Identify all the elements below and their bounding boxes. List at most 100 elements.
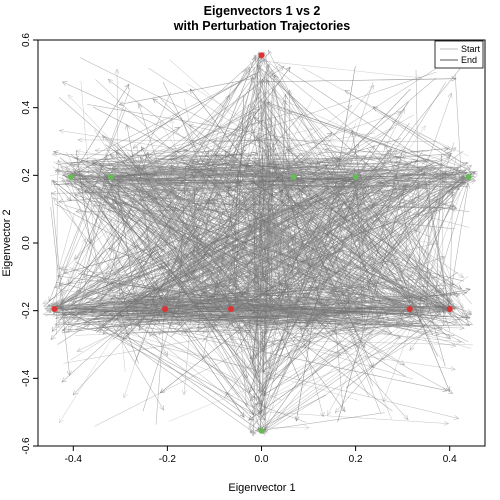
trajectory-arrowhead bbox=[408, 301, 414, 308]
trajectory-line bbox=[90, 150, 429, 175]
trajectory-arrowhead bbox=[262, 383, 268, 390]
trajectory-line bbox=[161, 309, 190, 321]
trajectory-arrowhead bbox=[115, 160, 121, 166]
trajectory-line bbox=[255, 307, 425, 399]
x-axis-label: Eigenvector 1 bbox=[228, 482, 295, 494]
trajectory-line bbox=[269, 166, 354, 183]
trajectory-line bbox=[139, 184, 469, 187]
trajectory-line bbox=[116, 309, 171, 330]
trajectory-line bbox=[136, 190, 256, 324]
trajectory-arrowhead bbox=[452, 320, 459, 326]
trajectory-arrowhead bbox=[271, 88, 277, 94]
trajectory-line bbox=[95, 169, 416, 327]
trajectory-arrowhead bbox=[237, 328, 243, 335]
trajectory-line bbox=[85, 306, 123, 323]
trajectory-arrowhead bbox=[201, 353, 207, 360]
trajectory-arrowhead bbox=[348, 299, 355, 304]
trajectory-line bbox=[147, 195, 455, 230]
chart-title: Eigenvectors 1 vs 2 bbox=[204, 4, 321, 18]
trajectory-line bbox=[62, 127, 262, 176]
trajectory-arrowhead bbox=[462, 162, 468, 167]
trajectory-line bbox=[57, 176, 290, 328]
trajectory-arrowhead bbox=[226, 181, 232, 187]
trajectory-arrowhead bbox=[362, 326, 368, 333]
trajectory-line bbox=[259, 165, 268, 233]
trajectory-arrowhead bbox=[83, 272, 89, 279]
trajectory-arrowhead bbox=[107, 79, 114, 85]
trajectory-arrowhead bbox=[215, 266, 221, 272]
trajectory-line bbox=[276, 319, 358, 421]
trajectory-line bbox=[262, 307, 317, 416]
trajectory-line bbox=[126, 162, 244, 320]
trajectory-arrowhead bbox=[68, 279, 73, 285]
trajectory-arrowhead bbox=[348, 179, 355, 185]
trajectory-arrowhead bbox=[116, 325, 122, 330]
trajectory-arrowhead bbox=[386, 329, 393, 335]
trajectory-arrowhead bbox=[202, 328, 208, 334]
trajectory-line bbox=[293, 288, 444, 378]
trajectory-line bbox=[259, 56, 268, 334]
trajectory-line bbox=[131, 170, 331, 179]
trajectory-line bbox=[366, 147, 398, 179]
trajectory-line bbox=[92, 161, 188, 183]
trajectory-line bbox=[297, 173, 330, 191]
trajectory-arrowhead bbox=[286, 295, 292, 302]
trajectory-arrowhead bbox=[335, 351, 342, 356]
trajectory-arrowhead bbox=[456, 339, 462, 344]
trajectory-arrowhead bbox=[466, 310, 473, 315]
trajectory-line bbox=[187, 203, 313, 207]
trajectory-line bbox=[259, 201, 270, 225]
trajectory-line bbox=[254, 160, 402, 312]
trajectory-arrowhead bbox=[253, 353, 259, 359]
trajectory-line bbox=[228, 153, 242, 302]
trajectory-line bbox=[138, 103, 204, 308]
green-point bbox=[67, 174, 74, 181]
trajectory-line bbox=[53, 197, 143, 308]
trajectory-arrowhead bbox=[446, 293, 453, 298]
trajectory-line bbox=[352, 181, 380, 305]
trajectory-arrowhead bbox=[71, 314, 77, 320]
trajectory-arrowhead bbox=[248, 409, 254, 416]
trajectory-line bbox=[334, 308, 447, 326]
trajectory-arrowhead bbox=[401, 148, 407, 154]
trajectory-arrowhead bbox=[114, 68, 120, 75]
trajectory-arrowhead bbox=[180, 329, 187, 334]
trajectory-arrowhead bbox=[319, 301, 325, 307]
trajectory-line bbox=[183, 98, 227, 298]
trajectory-line bbox=[457, 171, 460, 178]
trajectory-arrowhead bbox=[340, 304, 346, 309]
trajectory-arrowhead bbox=[254, 188, 260, 194]
trajectory-arrowhead bbox=[461, 179, 467, 185]
trajectory-arrowhead bbox=[447, 151, 453, 157]
trajectory-arrowhead bbox=[311, 311, 318, 317]
trajectory-line bbox=[169, 300, 268, 346]
trajectory-arrowhead bbox=[103, 184, 108, 190]
trajectory-line bbox=[275, 62, 459, 183]
trajectory-arrowhead bbox=[340, 406, 346, 413]
trajectory-line bbox=[132, 111, 181, 149]
trajectory-line bbox=[256, 64, 396, 190]
trajectory-arrowhead bbox=[282, 93, 288, 100]
trajectory-line bbox=[171, 164, 277, 324]
trajectory-line bbox=[54, 308, 218, 313]
trajectory-arrowhead bbox=[213, 172, 218, 179]
trajectory-line bbox=[262, 328, 434, 434]
trajectory-arrowhead bbox=[458, 174, 464, 180]
trajectory-line bbox=[449, 188, 454, 303]
red-point bbox=[162, 305, 169, 312]
trajectory-line bbox=[244, 120, 263, 174]
trajectory-arrowhead bbox=[448, 282, 455, 288]
red-point bbox=[51, 305, 58, 312]
trajectory-arrowhead bbox=[109, 205, 116, 210]
trajectory-line bbox=[287, 171, 416, 204]
trajectory-arrowhead bbox=[428, 160, 434, 166]
trajectory-line bbox=[244, 324, 284, 351]
trajectory-line bbox=[58, 313, 128, 423]
trajectory-arrowhead bbox=[384, 264, 390, 270]
trajectory-line bbox=[253, 172, 333, 361]
trajectory-arrowhead bbox=[391, 121, 398, 126]
trajectory-line bbox=[187, 179, 270, 329]
trajectory-arrowhead bbox=[66, 179, 73, 185]
trajectory-line bbox=[214, 165, 447, 310]
trajectory-line bbox=[75, 150, 91, 244]
